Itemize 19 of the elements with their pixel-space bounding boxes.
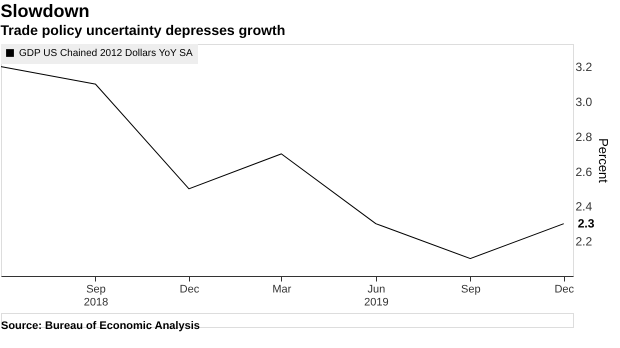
- chart-title: Slowdown: [0, 1, 90, 21]
- legend-label: GDP US Chained 2012 Dollars YoY SA: [19, 48, 193, 59]
- x-tick-label: Jun 2019: [364, 284, 389, 308]
- x-tick-label: Dec: [554, 284, 575, 296]
- x-tick-label: Sep: [461, 284, 481, 296]
- data-label: 2.3: [578, 216, 595, 231]
- y-tick-label: 2.8: [576, 130, 593, 144]
- y-tick-label: 2.6: [576, 164, 593, 179]
- y-tick-label: 3.0: [576, 95, 593, 110]
- x-tick-label: Mar: [272, 284, 292, 296]
- y-tick-label: 2.4: [576, 200, 593, 214]
- line-series: [0, 66, 564, 260]
- y-tick-label: 3.2: [576, 60, 593, 74]
- chart-subtitle: Trade policy uncertainty depresses growth: [0, 22, 286, 38]
- source-note: Source: Bureau of Economic Analysis: [1, 320, 200, 332]
- x-tick-label: Sep 2018: [84, 284, 108, 308]
- x-tick-label: Dec: [180, 284, 200, 296]
- y-axis-title: Percent: [596, 138, 612, 184]
- y-tick-label: 2.2: [576, 234, 593, 249]
